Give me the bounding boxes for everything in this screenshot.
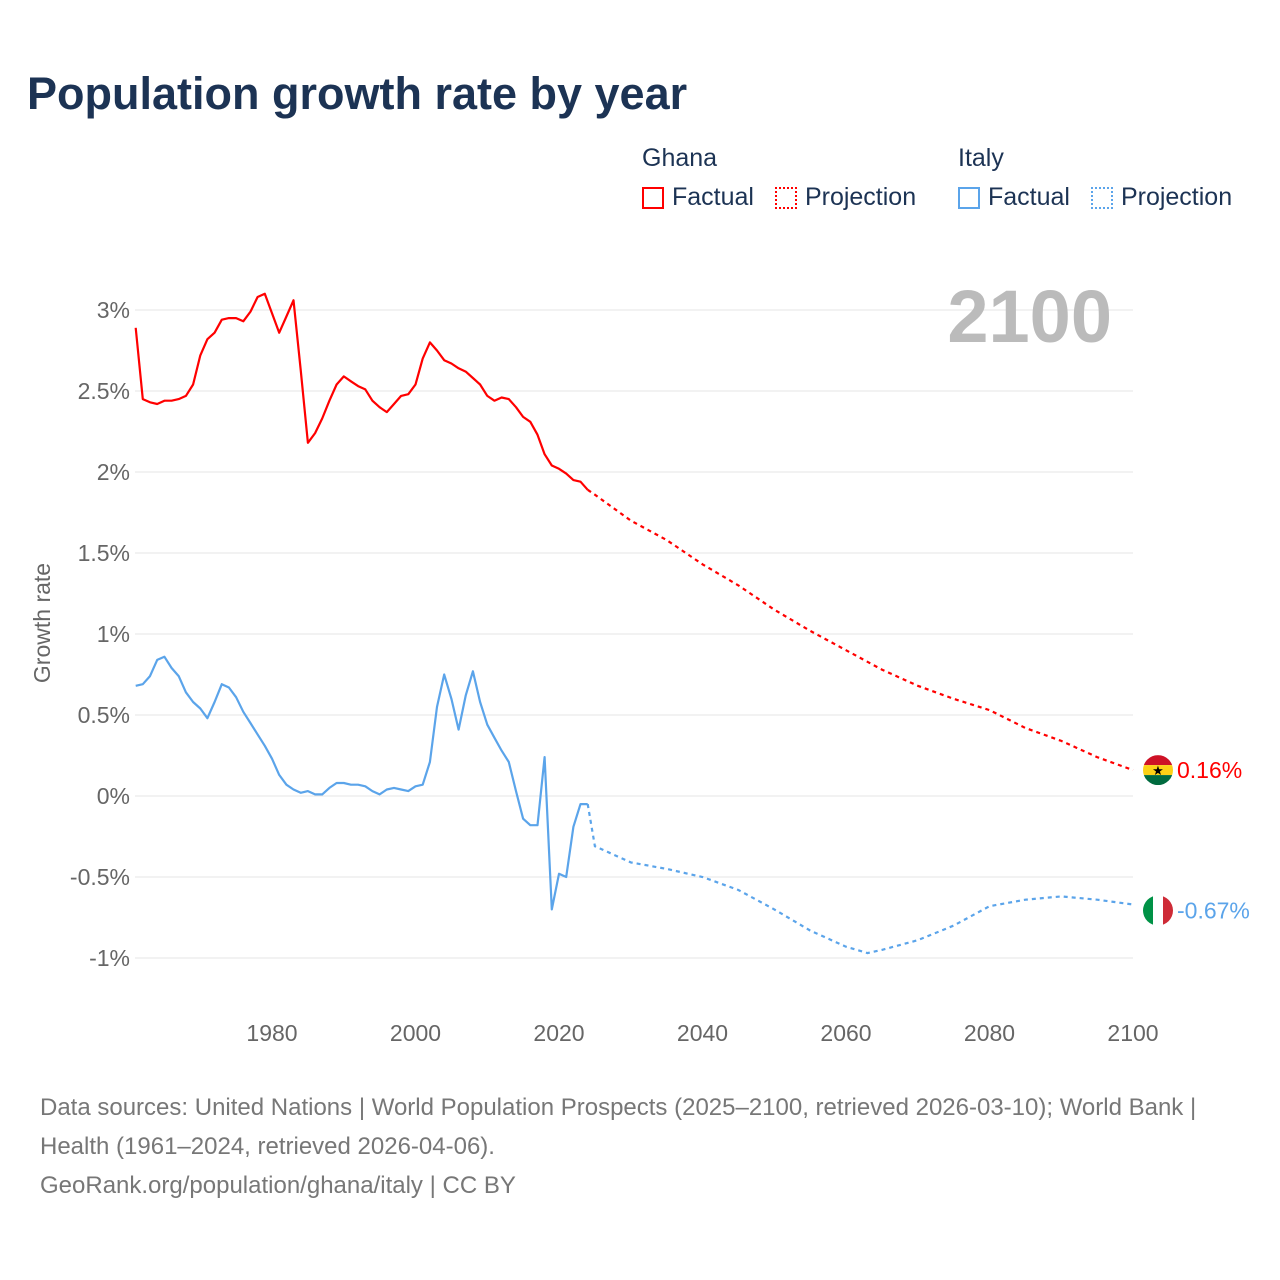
flag-stripe	[1143, 765, 1173, 776]
legend-italy-factual[interactable]: Factual	[958, 183, 1070, 212]
legend-italy-projection[interactable]: Projection	[1090, 183, 1233, 212]
flag-stripe	[1153, 895, 1163, 926]
x-tick-label: 2100	[1107, 1020, 1158, 1046]
solid-swatch-icon	[958, 186, 980, 209]
y-tick-label: 0.5%	[78, 702, 130, 728]
ghana-end-value-label: 0.16%	[1177, 757, 1242, 783]
x-tick-label: 2040	[677, 1020, 728, 1046]
flag-stripe	[1143, 755, 1173, 766]
y-axis-label: Growth rate	[29, 563, 55, 683]
dotted-swatch-icon	[1090, 186, 1113, 209]
x-tick-label: 2060	[820, 1020, 871, 1046]
legend-group-ghana: Ghana Factual Projection	[642, 144, 930, 216]
legend-ghana-projection[interactable]: Projection	[774, 183, 917, 212]
italy-flag-icon	[1143, 895, 1173, 926]
y-tick-label: -0.5%	[70, 864, 130, 890]
line-chart: 3% 2.5% 2% 1.5% 1% 0.5% 0% -0.5% -1% 1980 2000 2020…	[29, 275, 1250, 1046]
italy-end-value-label: -0.67%	[1177, 898, 1250, 924]
x-tick-label: 1980	[246, 1020, 297, 1046]
legend-ghana-factual[interactable]: Factual	[642, 183, 754, 212]
flag-body	[1143, 895, 1173, 926]
legend-group-italy: Italy Factual Projection	[958, 144, 1246, 216]
ghana-factual-line	[134, 292, 589, 491]
flag-body: ★	[1143, 755, 1173, 786]
flag-stripe	[1143, 895, 1153, 926]
legend-group-name: Ghana	[642, 144, 718, 172]
legend-label: Projection	[804, 183, 917, 211]
italy-factual-line	[135, 655, 588, 911]
current-year-label: 2100	[947, 275, 1112, 358]
legend-group-name: Italy	[958, 144, 1004, 172]
legend-label: Factual	[988, 183, 1070, 211]
credit-link[interactable]: GeoRank.org/population/ghana/italy | CC …	[40, 1172, 516, 1199]
solid-swatch-icon	[642, 186, 664, 209]
ghana-flag-icon: ★	[1143, 755, 1173, 786]
flag-stripe	[1143, 775, 1173, 786]
flag-stripe	[1163, 895, 1173, 926]
x-tick-label: 2020	[533, 1020, 584, 1046]
y-tick-label: 2.5%	[78, 378, 130, 404]
dotted-swatch-icon	[774, 186, 797, 209]
ghana-projection-line	[587, 488, 1134, 772]
y-tick-label: 0%	[97, 783, 130, 809]
x-tick-label: 2000	[390, 1020, 441, 1046]
data-sources: Data sources: United Nations | World Pop…	[40, 1094, 1197, 1160]
legend-label: Factual	[672, 183, 754, 211]
legend-label: Projection	[1120, 183, 1233, 211]
y-tick-label: 1%	[97, 621, 130, 647]
chart-title: Population growth rate by year	[27, 68, 688, 119]
star-icon: ★	[1152, 764, 1164, 779]
italy-projection-line	[586, 803, 1134, 955]
y-tick-label: -1%	[89, 945, 130, 971]
y-tick-label: 1.5%	[78, 540, 130, 566]
y-tick-label: 3%	[97, 297, 130, 323]
x-tick-label: 2080	[964, 1020, 1015, 1046]
y-tick-label: 2%	[97, 459, 130, 485]
footer: Data sources: United Nations | World Pop…	[40, 1088, 1240, 1205]
